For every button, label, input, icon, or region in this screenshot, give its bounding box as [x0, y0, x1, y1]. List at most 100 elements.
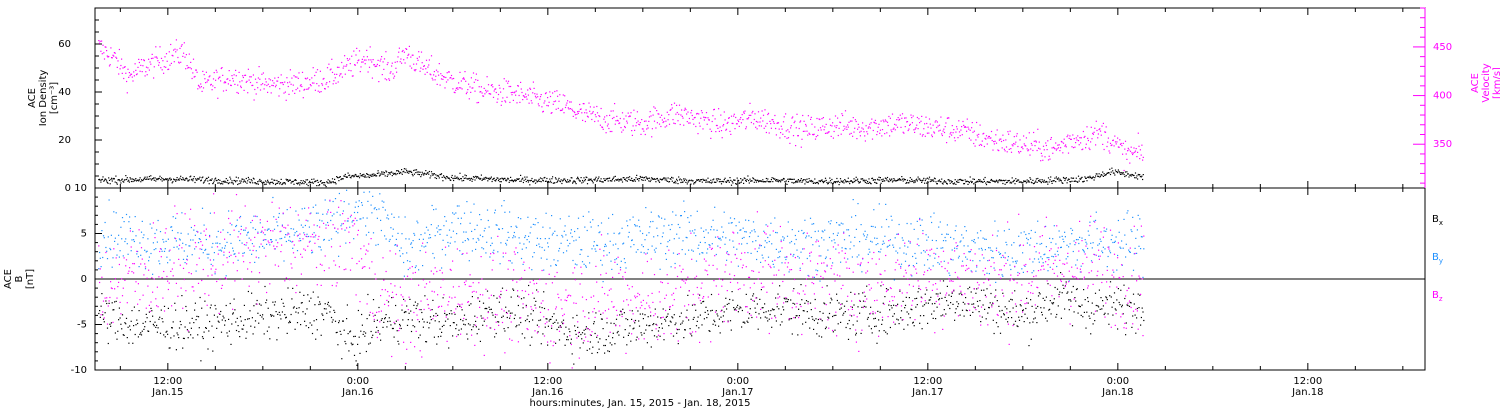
data-point [1108, 172, 1110, 174]
data-point [528, 321, 530, 323]
data-point [274, 86, 277, 88]
data-point [816, 181, 818, 184]
data-point [743, 321, 745, 323]
data-point [443, 76, 445, 78]
data-point [490, 178, 492, 180]
data-point [639, 175, 641, 178]
data-point [477, 101, 480, 104]
y-tick-label: -5 [77, 320, 87, 331]
data-point [676, 332, 678, 334]
data-point [1001, 309, 1003, 312]
data-point [1036, 149, 1038, 152]
data-point [583, 103, 585, 105]
data-point [1133, 174, 1135, 177]
data-point [680, 181, 682, 184]
data-point [1132, 152, 1134, 154]
data-point [1023, 143, 1025, 145]
data-point [626, 122, 628, 124]
data-point [767, 181, 770, 183]
data-point [641, 128, 643, 130]
data-point [988, 135, 990, 138]
data-point [709, 128, 711, 130]
data-point [201, 307, 203, 309]
data-point [843, 312, 845, 314]
data-point [420, 51, 423, 53]
data-point [396, 61, 398, 63]
data-point [881, 323, 883, 325]
data-point [142, 237, 144, 239]
axis-title-line: [nT] [25, 269, 36, 289]
data-point [242, 75, 244, 77]
data-point [539, 180, 541, 182]
data-point [1041, 314, 1043, 316]
data-point [322, 78, 324, 80]
data-point [1072, 285, 1074, 288]
data-point [653, 323, 655, 325]
data-point [303, 232, 305, 234]
data-point [837, 180, 839, 182]
data-point [483, 230, 485, 232]
data-point [616, 179, 618, 181]
data-point [1046, 181, 1048, 183]
data-point [418, 337, 420, 339]
data-point [571, 108, 573, 110]
data-point [322, 182, 324, 184]
data-point [708, 119, 710, 121]
data-point [1085, 177, 1087, 179]
data-point [589, 348, 591, 350]
data-point [933, 177, 936, 179]
data-point [835, 181, 837, 183]
data-point [720, 114, 722, 116]
data-point [536, 181, 538, 183]
data-point [792, 178, 794, 180]
data-point [102, 314, 104, 316]
data-point [721, 180, 723, 183]
data-point [528, 284, 530, 287]
data-point [638, 180, 640, 182]
data-point [358, 59, 360, 61]
data-point [164, 56, 166, 58]
data-point [215, 69, 217, 71]
data-point [403, 261, 405, 264]
data-point [600, 178, 602, 180]
data-point [732, 299, 734, 301]
data-point [396, 173, 398, 175]
data-point [846, 300, 848, 302]
data-point [861, 306, 863, 308]
data-point [885, 331, 887, 333]
data-point [975, 181, 977, 183]
data-point [126, 178, 128, 181]
data-point [385, 51, 387, 53]
data-point [708, 181, 710, 183]
data-point [1136, 307, 1138, 310]
data-point [372, 175, 374, 177]
data-point [696, 320, 698, 322]
data-point [1083, 180, 1085, 182]
data-point [135, 235, 137, 237]
data-point [193, 176, 195, 178]
data-point [389, 173, 391, 175]
data-point [1092, 132, 1094, 134]
data-point [361, 175, 363, 177]
data-point [881, 319, 884, 321]
data-point [187, 180, 189, 182]
data-point [101, 179, 103, 181]
data-point [210, 304, 212, 306]
data-point [191, 317, 193, 319]
data-point [938, 180, 940, 182]
data-point [755, 126, 757, 128]
data-point [1134, 172, 1137, 174]
data-point [807, 115, 809, 117]
data-point [757, 328, 759, 330]
data-point [922, 134, 924, 136]
data-point [1065, 146, 1067, 148]
data-point [153, 179, 155, 181]
data-point [705, 112, 708, 114]
data-point [972, 131, 974, 133]
data-point [195, 178, 197, 180]
data-point [321, 84, 324, 86]
data-point [810, 116, 812, 118]
data-point [774, 178, 776, 180]
data-point [812, 182, 814, 184]
data-point [466, 201, 468, 203]
